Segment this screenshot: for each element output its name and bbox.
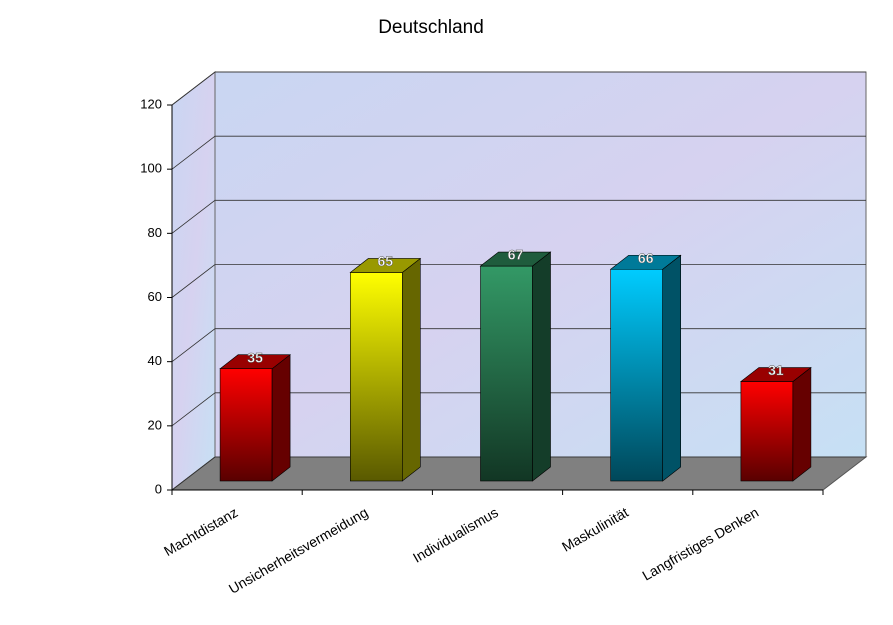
y-tick-label: 100	[140, 161, 162, 176]
bar-side	[662, 254, 682, 482]
value-label: 66	[638, 250, 654, 266]
value-label: 67	[508, 247, 524, 263]
bar-top	[479, 251, 552, 267]
y-tick-label: 40	[148, 353, 162, 368]
x-tick-label: Maskulinität	[559, 504, 631, 555]
bar	[349, 272, 403, 482]
x-tick-label: Machtdistanz	[161, 504, 240, 559]
y-tick-label: 0	[155, 481, 162, 496]
bar	[610, 268, 664, 482]
grid-line	[171, 135, 866, 170]
grid-line	[171, 199, 866, 234]
plot-area: 0 20 40 60 80 100 120 35 65 67 66 31	[140, 70, 868, 496]
x-tick-label: Langfristiges Denken	[639, 504, 761, 584]
y-tick-label: 60	[148, 289, 162, 304]
grid-line	[171, 71, 866, 106]
value-label: 35	[247, 349, 263, 365]
bar	[219, 368, 273, 482]
bar-top	[609, 254, 682, 270]
y-tick-label: 20	[148, 417, 162, 432]
bar-top	[219, 354, 291, 370]
bar-side	[271, 354, 291, 482]
y-tick-label: 80	[148, 225, 162, 240]
bar-side	[792, 366, 812, 482]
bar	[480, 265, 533, 482]
bar-side	[532, 251, 551, 482]
x-tick-label: Individualismus	[410, 504, 501, 566]
bar-side	[401, 257, 421, 482]
bar-top	[740, 367, 812, 382]
value-label: 31	[768, 362, 784, 378]
chart-title: Deutschland	[378, 17, 484, 38]
y-tick-label: 120	[140, 96, 162, 111]
bar-top	[349, 258, 422, 273]
x-tick-label: Unsicherheitsvermeidung	[226, 504, 371, 597]
bar	[740, 381, 794, 482]
value-label: 65	[378, 253, 394, 269]
